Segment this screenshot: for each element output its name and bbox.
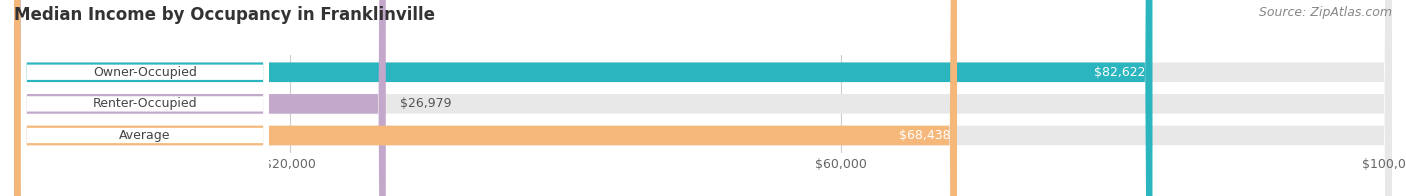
Text: Owner-Occupied: Owner-Occupied: [93, 66, 197, 79]
Text: $26,979: $26,979: [399, 97, 451, 110]
FancyBboxPatch shape: [14, 0, 1392, 196]
FancyBboxPatch shape: [14, 0, 385, 196]
Text: Renter-Occupied: Renter-Occupied: [93, 97, 197, 110]
FancyBboxPatch shape: [14, 0, 1153, 196]
FancyBboxPatch shape: [14, 0, 957, 196]
FancyBboxPatch shape: [21, 0, 269, 196]
FancyBboxPatch shape: [21, 0, 269, 196]
Text: Average: Average: [120, 129, 170, 142]
Text: Median Income by Occupancy in Franklinville: Median Income by Occupancy in Franklinvi…: [14, 6, 434, 24]
Text: $82,622: $82,622: [1094, 66, 1146, 79]
Text: $68,438: $68,438: [898, 129, 950, 142]
FancyBboxPatch shape: [14, 0, 1392, 196]
FancyBboxPatch shape: [21, 0, 269, 196]
Text: Source: ZipAtlas.com: Source: ZipAtlas.com: [1258, 6, 1392, 19]
FancyBboxPatch shape: [14, 0, 1392, 196]
